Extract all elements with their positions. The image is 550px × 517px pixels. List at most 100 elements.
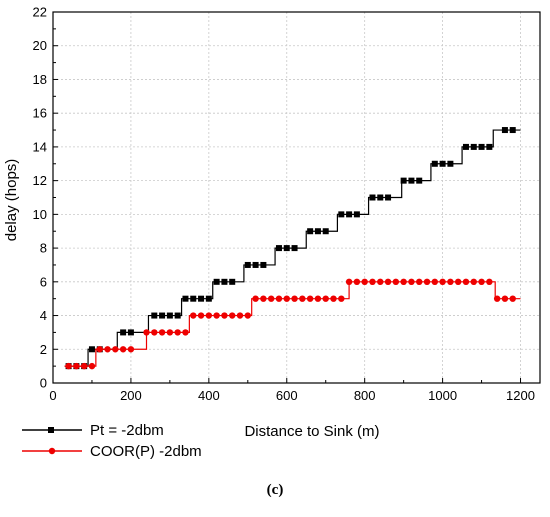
y-tick-label: 16 [33,106,47,121]
y-tick-label: 0 [40,376,47,391]
data-point-circle [306,295,314,302]
data-point-circle [501,295,509,302]
data-point-square [470,143,477,150]
data-point-circle [127,346,135,353]
x-tick-label: 1000 [428,388,457,403]
data-point-square [501,127,508,134]
data-point-circle [408,278,415,286]
data-point-square [190,295,197,302]
data-point-square [205,295,212,302]
data-point-circle [73,362,80,370]
x-tick-label: 600 [276,388,298,403]
y-tick-label: 4 [40,308,47,323]
data-point-square [229,278,236,285]
data-point-square [369,194,376,201]
data-point-circle [314,295,322,302]
plot-frame [52,11,541,384]
y-tick-label: 8 [40,241,47,256]
data-point-circle [151,329,158,336]
data-point-square [509,127,516,134]
data-point-square [182,295,189,302]
data-point-square [213,278,220,285]
data-point-circle [166,329,174,336]
data-point-square [322,228,329,235]
legend-marker [48,447,56,455]
data-point-circle [221,312,228,319]
data-point-circle [275,295,283,302]
data-point-circle [384,278,392,286]
data-point-circle [322,295,329,302]
data-point-circle [267,295,275,302]
data-point-circle [197,312,205,319]
data-point-square [462,143,469,150]
data-point-circle [104,346,111,353]
data-point-circle [353,278,361,286]
data-point-circle [345,278,353,286]
data-point-circle [283,295,290,302]
data-point-circle [190,312,197,319]
y-tick-label: 22 [33,5,47,20]
y-tick-label: 14 [33,139,47,154]
y-tick-label: 12 [33,173,47,188]
data-point-square [221,278,228,285]
data-point-circle [509,295,516,302]
data-point-square [307,228,314,235]
data-point-circle [400,278,407,286]
data-point-circle [260,295,267,302]
data-point-square [400,177,407,184]
data-point-square [385,194,392,201]
data-point-square [377,194,384,201]
legend: Pt = -2dbm COOR(P) -2dbm [22,422,202,460]
data-point-circle [112,346,119,353]
data-point-square [346,211,353,218]
data-point-circle [96,346,103,353]
x-tick-label: 200 [120,388,142,403]
data-point-circle [493,295,501,302]
data-point-square [244,261,251,268]
data-point-square [291,245,298,252]
data-point-circle [462,278,470,286]
data-point-circle [143,329,150,336]
y-tick-label: 10 [33,207,47,222]
legend-label: COOR(P) -2dbm [90,443,202,460]
data-point-circle [486,278,493,286]
data-point-square [275,245,282,252]
data-point-square [151,312,158,319]
data-point-square [283,245,290,252]
x-tick-label: 400 [198,388,220,403]
y-tick-label: 18 [33,72,47,87]
data-point-circle [291,295,298,302]
data-point-square [447,160,454,167]
figure-caption: (c) [266,482,284,498]
data-point-square [486,143,493,150]
series-line [64,281,521,367]
data-point-circle [392,278,400,286]
data-point-square [338,211,345,218]
data-point-square [408,177,415,184]
series-layer [64,127,521,370]
data-point-circle [454,278,462,286]
data-point-circle [158,329,166,336]
data-point-circle [88,362,96,370]
data-point-square [416,177,423,184]
data-point-square [260,261,267,268]
data-point-square [431,160,438,167]
y-tick-label: 6 [40,274,47,289]
legend-label: Pt = -2dbm [90,422,164,439]
data-point-circle [119,346,127,353]
data-point-circle [244,312,251,319]
data-point-circle [447,278,454,286]
data-point-circle [338,295,345,302]
data-point-square [353,211,360,218]
data-point-circle [252,295,259,302]
data-point-circle [431,278,439,286]
axis-ticks: 0 200 400 600 800 1000 1200 0 2 4 6 8 10 12 14 16 18 20 22 [33,5,535,404]
data-point-circle [423,278,431,286]
x-tick-label: 800 [354,388,376,403]
data-point-circle [65,362,72,370]
data-point-square [174,312,181,319]
data-point-circle [369,278,376,286]
data-point-circle [439,278,446,286]
legend-marker [48,427,54,433]
